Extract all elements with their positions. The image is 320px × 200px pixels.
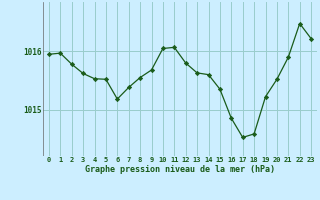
X-axis label: Graphe pression niveau de la mer (hPa): Graphe pression niveau de la mer (hPa) — [85, 165, 275, 174]
